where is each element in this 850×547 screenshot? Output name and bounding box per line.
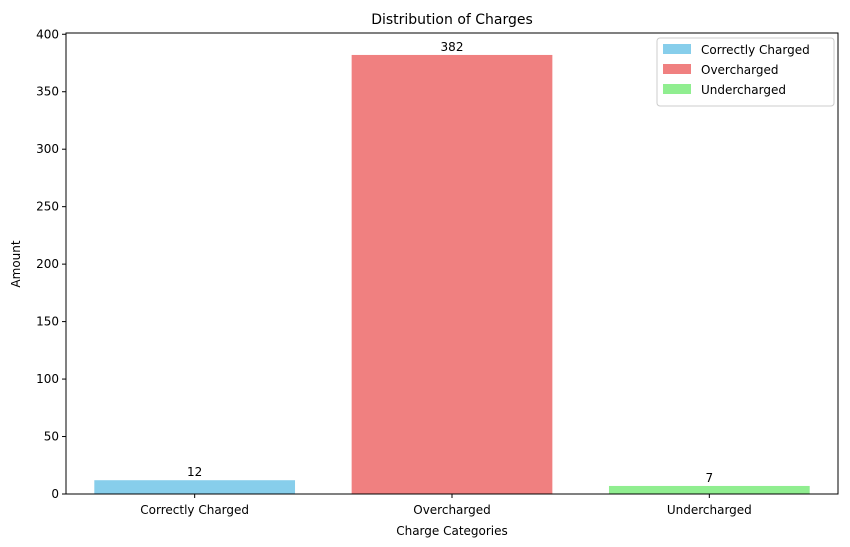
x-tick-label: Undercharged <box>667 503 752 517</box>
bar <box>608 485 810 494</box>
legend: Correctly Charged Overcharged Undercharged <box>656 37 835 107</box>
data-label: 382 <box>441 40 464 54</box>
data-label: 12 <box>187 465 202 479</box>
x-axis-label: Charge Categories <box>396 524 508 538</box>
legend-label: Undercharged <box>701 83 786 97</box>
legend-label: Overcharged <box>701 63 779 77</box>
legend-label: Correctly Charged <box>701 43 810 57</box>
y-tick-label: 350 <box>36 85 59 99</box>
plot-frame <box>65 32 839 495</box>
y-axis-label: Amount <box>9 240 23 287</box>
legend-swatch <box>663 84 691 94</box>
y-tick-label: 400 <box>36 27 59 41</box>
chart-title: Distribution of Charges <box>371 12 533 28</box>
y-tick-label: 300 <box>36 142 59 156</box>
legend-box <box>656 37 835 107</box>
y-tick-label: 100 <box>36 372 59 386</box>
y-tick-label: 50 <box>44 430 59 444</box>
bars: 12 382 7 <box>94 40 810 494</box>
y-axis: 0 50 100 150 200 250 300 350 400 <box>36 27 66 501</box>
data-label: 7 <box>706 471 714 485</box>
bar <box>94 480 296 494</box>
y-tick-label: 250 <box>36 200 59 214</box>
y-tick-label: 150 <box>36 315 59 329</box>
bar <box>351 54 553 494</box>
x-axis: Correctly Charged Overcharged Undercharged <box>140 494 752 517</box>
y-tick-label: 200 <box>36 257 59 271</box>
legend-swatch <box>663 64 691 74</box>
y-tick-label: 0 <box>51 487 59 501</box>
x-tick-label: Correctly Charged <box>140 503 249 517</box>
legend-swatch <box>663 44 691 54</box>
x-tick-label: Overcharged <box>413 503 491 517</box>
